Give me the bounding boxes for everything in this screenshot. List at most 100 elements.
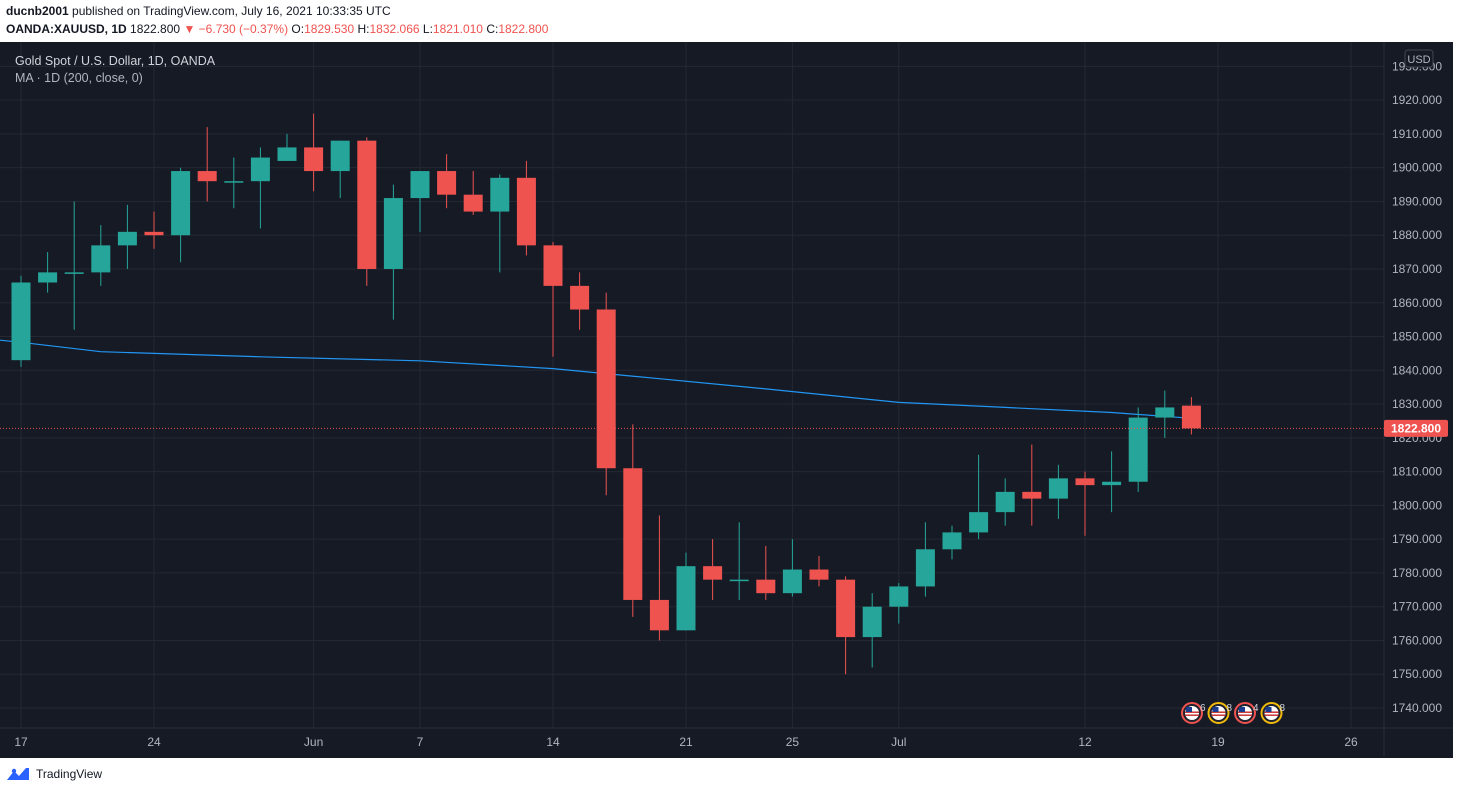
candle bbox=[171, 167, 191, 263]
symbol-label: OANDA:XAUUSD, 1D bbox=[6, 22, 127, 36]
candle bbox=[1102, 451, 1122, 513]
y-tick-label: 1870.000 bbox=[1392, 262, 1442, 276]
candle bbox=[1128, 407, 1148, 492]
candle-body bbox=[197, 171, 217, 182]
candle bbox=[64, 201, 84, 330]
candle bbox=[570, 272, 590, 330]
x-tick-label: 24 bbox=[147, 735, 161, 749]
candle-body bbox=[570, 285, 590, 310]
event-marker[interactable]: 6 bbox=[1181, 702, 1206, 724]
publish-text: published on TradingView.com, July 16, 2… bbox=[68, 4, 391, 18]
candle bbox=[410, 171, 430, 232]
candle-body bbox=[649, 599, 669, 631]
flag-canton bbox=[1265, 707, 1272, 712]
candle-body bbox=[729, 579, 749, 582]
candle-body bbox=[703, 566, 723, 580]
x-tick-label: 26 bbox=[1344, 735, 1358, 749]
candle bbox=[915, 522, 935, 597]
candle-body bbox=[144, 231, 164, 236]
candle bbox=[649, 515, 669, 641]
low-label: L: bbox=[422, 22, 433, 36]
candle-body bbox=[304, 147, 324, 172]
candle bbox=[676, 552, 696, 631]
candle-body bbox=[1155, 407, 1175, 418]
flag-stripe bbox=[1238, 711, 1252, 713]
candle bbox=[330, 140, 350, 199]
currency-badge[interactable] bbox=[1404, 49, 1434, 68]
event-count: 6 bbox=[1200, 703, 1206, 714]
grid bbox=[0, 42, 1384, 728]
candle bbox=[437, 154, 457, 209]
candle bbox=[942, 525, 962, 560]
candle-body bbox=[437, 171, 457, 195]
x-tick-label: 25 bbox=[786, 735, 800, 749]
candle-body bbox=[91, 245, 111, 273]
candle bbox=[729, 522, 749, 600]
candle bbox=[1155, 390, 1175, 438]
down-arrow-icon: ▼ bbox=[183, 22, 196, 36]
candle bbox=[703, 539, 723, 600]
economic-events: 6 8 4 8 bbox=[1181, 702, 1286, 724]
candle-body bbox=[596, 309, 616, 469]
candle bbox=[490, 174, 510, 273]
candle bbox=[250, 147, 270, 229]
candle bbox=[357, 137, 377, 286]
time-axis[interactable]: 17 24 Jun 7 14 21 25 Jul 12 19 26 bbox=[14, 735, 1358, 749]
candle-body bbox=[1128, 417, 1148, 482]
event-count: 8 bbox=[1280, 703, 1286, 714]
price-chart[interactable]: 1740.000 1750.000 1760.000 1770.000 1780.000… bbox=[0, 42, 1461, 758]
candle bbox=[516, 160, 536, 256]
candle-body bbox=[862, 606, 882, 638]
y-tick-label: 1750.000 bbox=[1392, 667, 1442, 681]
candle bbox=[11, 275, 31, 367]
candle-body bbox=[383, 198, 403, 269]
candle-body bbox=[969, 512, 989, 533]
candle-body bbox=[224, 181, 244, 183]
candle-body bbox=[756, 579, 776, 594]
close-label: C: bbox=[486, 22, 499, 36]
candle-body bbox=[676, 566, 696, 631]
candle bbox=[463, 171, 483, 215]
open-value: 1829.530 bbox=[304, 22, 355, 36]
last-price-badge bbox=[1384, 419, 1448, 437]
event-marker[interactable]: 8 bbox=[1260, 702, 1286, 724]
candle bbox=[1075, 471, 1095, 536]
candle bbox=[91, 225, 111, 286]
flag-stripe bbox=[1185, 711, 1199, 713]
candle-body bbox=[623, 468, 643, 600]
candle bbox=[117, 204, 137, 269]
high-value: 1832.066 bbox=[369, 22, 420, 36]
flag-stripe bbox=[1238, 714, 1252, 716]
candle-body bbox=[889, 586, 909, 607]
publish-info: ducnb2001 published on TradingView.com, … bbox=[6, 4, 391, 18]
candle-body bbox=[171, 171, 191, 236]
candle bbox=[197, 127, 217, 202]
candle bbox=[144, 211, 164, 249]
candle-body bbox=[942, 532, 962, 550]
candle bbox=[383, 184, 403, 320]
candle-body bbox=[1181, 405, 1201, 429]
event-marker[interactable]: 8 bbox=[1207, 702, 1233, 724]
x-tick-label: 21 bbox=[679, 735, 693, 749]
candle-body bbox=[11, 282, 31, 361]
brand-name[interactable]: TradingView bbox=[36, 767, 103, 781]
flag-stripe bbox=[1264, 711, 1279, 713]
tradingview-logo-icon[interactable] bbox=[6, 766, 30, 782]
candle bbox=[889, 583, 909, 624]
x-tick-label: 12 bbox=[1078, 735, 1092, 749]
open-label: O: bbox=[291, 22, 305, 36]
flag-stripe bbox=[1211, 711, 1226, 713]
y-tick-label: 1740.000 bbox=[1392, 701, 1442, 715]
price-axis[interactable]: 1740.000 1750.000 1760.000 1770.000 1780.000… bbox=[1392, 59, 1442, 715]
event-marker[interactable]: 4 bbox=[1234, 702, 1259, 724]
y-tick-label: 1780.000 bbox=[1392, 566, 1442, 580]
author-name[interactable]: ducnb2001 bbox=[6, 4, 69, 18]
candle-body bbox=[38, 272, 58, 283]
candle bbox=[623, 424, 643, 617]
y-tick-label: 1910.000 bbox=[1392, 127, 1442, 141]
flag-stripe bbox=[1264, 714, 1279, 716]
y-tick-label: 1830.000 bbox=[1392, 397, 1442, 411]
candle bbox=[969, 454, 989, 540]
chart-background bbox=[0, 42, 1453, 758]
y-tick-label: 1860.000 bbox=[1392, 296, 1442, 310]
